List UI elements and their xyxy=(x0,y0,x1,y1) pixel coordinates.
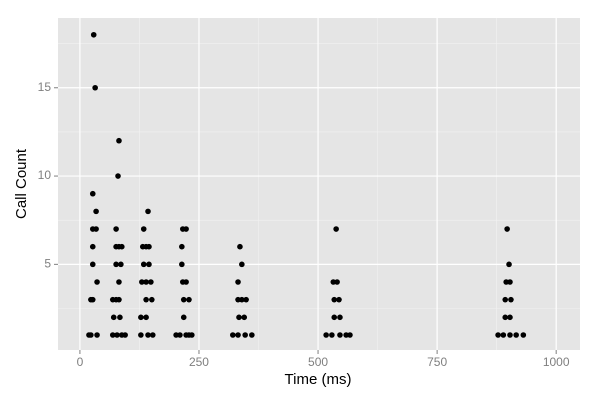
point xyxy=(89,261,96,268)
point xyxy=(94,332,100,338)
point xyxy=(337,332,343,338)
point xyxy=(337,314,343,321)
y-tick-label: 5 xyxy=(44,257,51,271)
point xyxy=(334,279,340,285)
point xyxy=(140,261,147,268)
point xyxy=(143,279,149,285)
point xyxy=(146,261,152,268)
point xyxy=(140,226,147,232)
point xyxy=(179,243,185,250)
x-tick-label: 750 xyxy=(427,355,447,369)
point xyxy=(500,332,507,338)
point xyxy=(116,137,122,144)
point xyxy=(242,332,248,338)
point xyxy=(189,332,195,338)
point xyxy=(115,173,121,179)
point xyxy=(236,314,242,321)
point xyxy=(88,332,94,338)
point xyxy=(109,332,116,338)
point xyxy=(110,314,117,321)
point xyxy=(331,296,338,303)
point xyxy=(237,243,243,250)
point xyxy=(119,243,125,250)
point xyxy=(89,296,96,303)
point xyxy=(149,332,156,338)
point xyxy=(239,296,245,303)
point xyxy=(506,261,512,268)
point xyxy=(148,279,154,285)
point xyxy=(229,332,236,338)
point xyxy=(93,226,99,232)
point xyxy=(89,190,96,197)
point xyxy=(495,332,501,338)
point xyxy=(336,296,342,303)
point xyxy=(502,314,509,321)
point xyxy=(513,332,519,338)
point xyxy=(180,296,187,303)
point xyxy=(145,208,151,215)
point xyxy=(243,296,249,303)
panel xyxy=(58,18,580,350)
point xyxy=(114,332,120,338)
y-axis-label: Call Count xyxy=(13,148,30,219)
point xyxy=(508,296,514,303)
point xyxy=(507,332,513,338)
point xyxy=(507,279,513,285)
point xyxy=(507,314,513,321)
point xyxy=(113,261,119,268)
point xyxy=(186,296,192,303)
point xyxy=(143,314,149,321)
point xyxy=(179,261,185,268)
point xyxy=(139,279,145,285)
x-tick-label: 250 xyxy=(189,355,209,369)
point xyxy=(138,332,144,338)
point xyxy=(122,332,128,338)
point xyxy=(146,243,152,250)
point xyxy=(502,296,509,303)
point xyxy=(143,296,149,303)
point xyxy=(149,296,155,303)
x-tick-label: 0 xyxy=(77,355,84,369)
point xyxy=(89,243,96,250)
x-tick-label: 500 xyxy=(308,355,328,369)
x-tick-label: 1000 xyxy=(543,355,570,369)
point xyxy=(118,261,124,268)
point xyxy=(239,261,245,268)
point xyxy=(249,332,255,338)
point xyxy=(117,314,123,321)
point xyxy=(520,332,527,338)
point xyxy=(504,226,510,232)
point xyxy=(241,314,248,321)
point xyxy=(113,226,119,232)
point xyxy=(177,332,183,338)
point xyxy=(116,279,122,285)
point xyxy=(92,84,98,91)
y-tick-label: 15 xyxy=(38,80,52,94)
point xyxy=(93,208,99,215)
point xyxy=(94,279,100,285)
x-axis-label: Time (ms) xyxy=(285,371,352,388)
point xyxy=(138,314,144,321)
point xyxy=(90,31,97,38)
point xyxy=(235,279,241,285)
point xyxy=(145,332,151,338)
point xyxy=(329,332,335,338)
point xyxy=(323,332,329,338)
y-tick-label: 10 xyxy=(38,168,52,182)
points xyxy=(86,31,527,338)
point xyxy=(116,296,122,303)
point xyxy=(347,332,353,338)
point xyxy=(183,279,189,285)
point xyxy=(235,332,241,338)
point xyxy=(331,314,338,321)
point xyxy=(333,226,339,232)
point xyxy=(183,226,189,232)
point xyxy=(180,314,187,321)
